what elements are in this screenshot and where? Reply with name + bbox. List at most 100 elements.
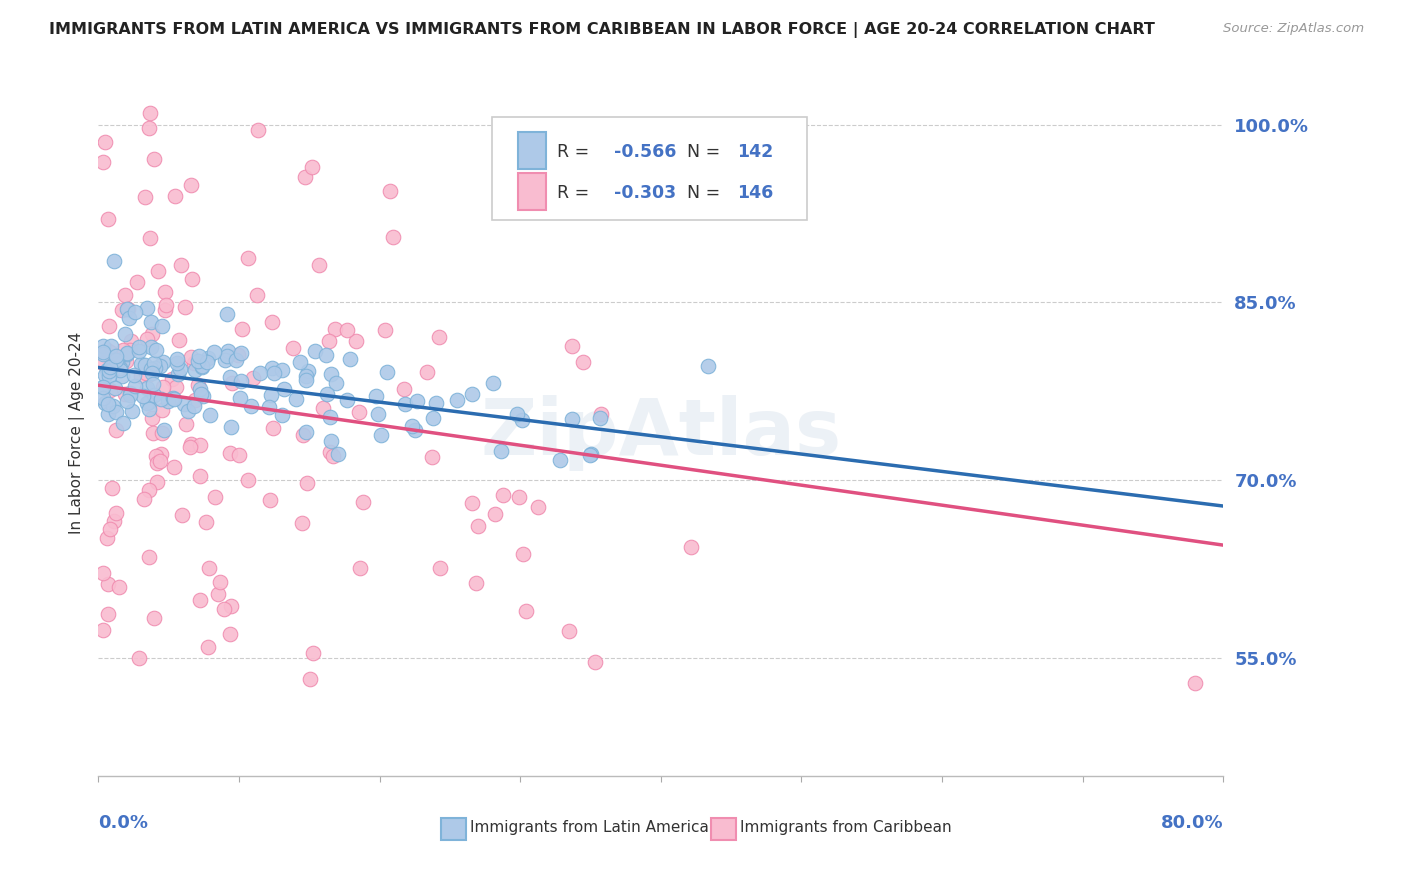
Point bbox=[146, 475, 169, 489]
Point bbox=[173, 397, 195, 411]
Point bbox=[135, 332, 157, 346]
Point bbox=[91, 380, 114, 394]
Point bbox=[322, 450, 344, 464]
Point bbox=[149, 447, 172, 461]
Point bbox=[238, 473, 260, 487]
Point bbox=[548, 452, 571, 467]
Point bbox=[93, 135, 115, 149]
Point bbox=[401, 419, 423, 434]
Point bbox=[91, 391, 114, 405]
Point bbox=[162, 460, 184, 475]
Point bbox=[165, 380, 187, 394]
Point bbox=[114, 326, 136, 341]
Point bbox=[169, 258, 191, 272]
Point bbox=[136, 396, 159, 410]
Point bbox=[294, 170, 316, 185]
Point bbox=[484, 507, 506, 521]
Point bbox=[281, 341, 304, 355]
Point bbox=[143, 611, 166, 625]
Point bbox=[319, 434, 342, 449]
Point bbox=[681, 540, 703, 554]
Point bbox=[416, 365, 439, 379]
Text: ZipAtlas: ZipAtlas bbox=[481, 394, 841, 471]
Point bbox=[209, 575, 232, 590]
Point bbox=[561, 339, 583, 353]
Point bbox=[105, 349, 128, 363]
Text: Immigrants from Caribbean: Immigrants from Caribbean bbox=[740, 820, 952, 835]
Point bbox=[482, 376, 505, 391]
Point bbox=[160, 372, 183, 386]
Point bbox=[132, 491, 155, 506]
Text: R =: R = bbox=[557, 143, 595, 161]
Point bbox=[114, 387, 136, 401]
Point bbox=[228, 448, 250, 462]
Point bbox=[228, 391, 250, 405]
Point bbox=[188, 382, 211, 396]
Point bbox=[138, 106, 160, 120]
Point bbox=[202, 345, 225, 359]
Point bbox=[312, 401, 335, 416]
Point bbox=[375, 365, 398, 379]
Point bbox=[259, 492, 281, 507]
Point bbox=[422, 410, 444, 425]
Point bbox=[91, 566, 114, 581]
Point bbox=[492, 488, 515, 502]
Point bbox=[156, 394, 179, 409]
Point bbox=[405, 393, 427, 408]
Point bbox=[149, 359, 172, 373]
Point bbox=[561, 411, 583, 425]
Point bbox=[91, 623, 114, 637]
Point bbox=[512, 548, 534, 562]
Point bbox=[183, 399, 205, 413]
Point bbox=[91, 379, 114, 393]
Point bbox=[97, 607, 120, 622]
Point bbox=[111, 355, 134, 369]
Point bbox=[146, 263, 169, 277]
Point bbox=[115, 302, 138, 317]
Point bbox=[217, 344, 239, 359]
Point bbox=[134, 189, 156, 203]
Point bbox=[394, 397, 416, 411]
Point bbox=[339, 351, 361, 366]
Point bbox=[392, 382, 415, 396]
Point bbox=[167, 368, 190, 382]
Point bbox=[295, 475, 318, 490]
Point bbox=[288, 355, 311, 369]
Point bbox=[510, 413, 533, 427]
Point bbox=[190, 359, 212, 374]
Point bbox=[380, 184, 402, 198]
Point bbox=[219, 370, 242, 384]
Point bbox=[143, 152, 166, 166]
Point bbox=[124, 378, 146, 392]
Point bbox=[179, 440, 201, 454]
Point bbox=[571, 354, 593, 368]
Point bbox=[97, 407, 120, 421]
Point bbox=[139, 231, 162, 245]
Point bbox=[221, 376, 243, 391]
Point bbox=[101, 400, 124, 414]
Point bbox=[204, 490, 226, 504]
Point bbox=[139, 362, 162, 376]
Point bbox=[98, 364, 121, 378]
Point bbox=[167, 333, 190, 347]
Point bbox=[181, 272, 204, 286]
Point bbox=[187, 349, 209, 363]
Point bbox=[153, 285, 176, 300]
Point bbox=[118, 343, 141, 358]
Point bbox=[97, 397, 120, 411]
Point bbox=[589, 410, 612, 425]
Point bbox=[166, 352, 188, 367]
Point bbox=[219, 446, 242, 460]
Point bbox=[96, 531, 118, 545]
Point bbox=[191, 359, 214, 373]
Point bbox=[183, 362, 205, 376]
Point bbox=[145, 450, 167, 464]
Point bbox=[724, 200, 747, 214]
Point bbox=[96, 343, 118, 357]
Point bbox=[135, 366, 157, 380]
Point bbox=[136, 368, 159, 382]
Point bbox=[301, 160, 323, 174]
Point bbox=[122, 368, 145, 382]
Point bbox=[98, 522, 121, 536]
Text: Source: ZipAtlas.com: Source: ZipAtlas.com bbox=[1223, 22, 1364, 36]
